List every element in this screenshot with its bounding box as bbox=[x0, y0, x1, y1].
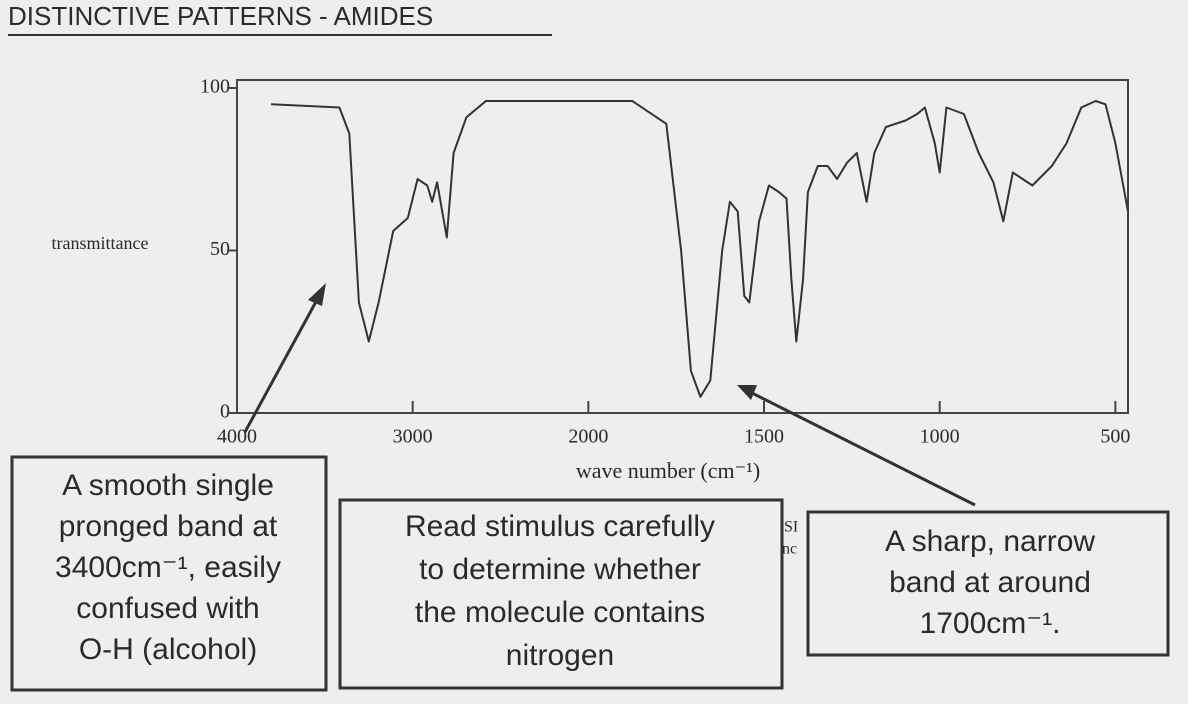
annotation-line: to determine whether bbox=[419, 553, 701, 586]
x-tick-label: 2000 bbox=[568, 426, 608, 448]
annotation-line: confused with bbox=[76, 592, 259, 625]
x-tick-label: 1500 bbox=[744, 426, 784, 448]
x-tick-label: 1000 bbox=[920, 426, 960, 448]
annotation-box bbox=[10, 455, 328, 692]
annotation-box bbox=[338, 498, 784, 690]
y-tick-label: 100 bbox=[200, 76, 230, 98]
x-tick-label: 3000 bbox=[393, 426, 433, 448]
x-tick-label: 500 bbox=[1100, 426, 1130, 448]
spectrum-line bbox=[271, 100, 1129, 398]
arrowhead bbox=[737, 385, 757, 400]
arrow bbox=[243, 297, 320, 433]
x-axis-label: wave number (cm⁻¹) bbox=[576, 458, 760, 483]
annotation-line: A smooth single bbox=[62, 469, 274, 502]
fragment: nc bbox=[782, 541, 797, 558]
y-tick-label: 0 bbox=[220, 401, 230, 423]
y-axis-label: transmittance bbox=[52, 233, 149, 253]
annotation-box bbox=[806, 510, 1170, 657]
annotation-line: 3400cm⁻¹, easily bbox=[55, 551, 281, 584]
fragment: SI bbox=[784, 519, 798, 536]
page-title: DISTINCTIVE PATTERNS - AMIDES bbox=[8, 1, 433, 31]
annotation-line: the molecule contains bbox=[415, 596, 705, 629]
arrow bbox=[751, 391, 976, 507]
plot-frame bbox=[236, 79, 1129, 414]
y-tick-label: 50 bbox=[210, 238, 230, 260]
x-tick-label: 4000 bbox=[217, 426, 257, 448]
annotation-line: A sharp, narrow bbox=[885, 525, 1095, 558]
annotation-line: band at around bbox=[889, 566, 1091, 599]
annotation-line: 1700cm⁻¹. bbox=[920, 607, 1061, 640]
arrowhead bbox=[308, 283, 326, 306]
annotation-line: nitrogen bbox=[506, 639, 614, 672]
annotation-line: O-H (alcohol) bbox=[79, 633, 257, 666]
annotation-line: Read stimulus carefully bbox=[405, 510, 715, 543]
annotation-line: pronged band at bbox=[59, 510, 278, 543]
